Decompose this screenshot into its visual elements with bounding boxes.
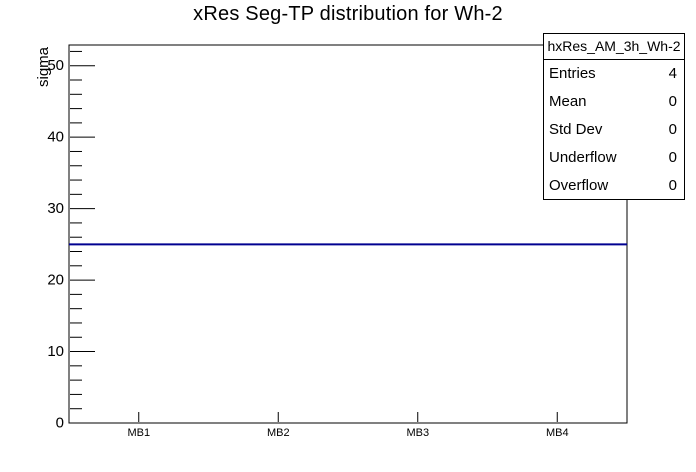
stats-value: 0: [668, 176, 677, 194]
stats-label: Overflow: [549, 176, 609, 194]
chart-title: xRes Seg-TP distribution for Wh-2: [193, 3, 503, 25]
y-tick-label: 30: [47, 200, 64, 217]
stats-box-body: Entries 4 Mean 0 Std Dev 0 Underflow 0 O…: [544, 60, 684, 199]
stats-row-overflow: Overflow 0: [544, 171, 684, 199]
stats-row-mean: Mean 0: [544, 88, 684, 116]
x-tick-label: MB4: [546, 427, 569, 439]
y-tick-label: 50: [47, 57, 64, 74]
stats-label: Entries: [549, 65, 596, 83]
stats-value: 0: [668, 148, 677, 166]
stats-value: 4: [668, 65, 677, 83]
y-tick-label: 40: [47, 129, 64, 146]
y-tick-label: 10: [47, 343, 64, 360]
stats-value: 0: [668, 93, 677, 111]
plot-frame: [68, 44, 628, 424]
stats-row-entries: Entries 4: [544, 60, 684, 88]
stats-row-underflow: Underflow 0: [544, 143, 684, 171]
y-tick-label: 0: [56, 415, 64, 432]
stats-box: hxRes_AM_3h_Wh-2 Entries 4 Mean 0 Std De…: [543, 33, 685, 200]
stats-box-title: hxRes_AM_3h_Wh-2: [544, 34, 684, 60]
stats-label: Mean: [549, 93, 587, 111]
stats-label: Std Dev: [549, 120, 603, 138]
stats-row-stddev: Std Dev 0: [544, 116, 684, 144]
x-tick-label: MB1: [127, 427, 150, 439]
stats-value: 0: [668, 120, 677, 138]
stats-label: Underflow: [549, 148, 617, 166]
x-tick-label: MB3: [406, 427, 429, 439]
x-tick-label: MB2: [267, 427, 290, 439]
y-tick-label: 20: [47, 272, 64, 289]
